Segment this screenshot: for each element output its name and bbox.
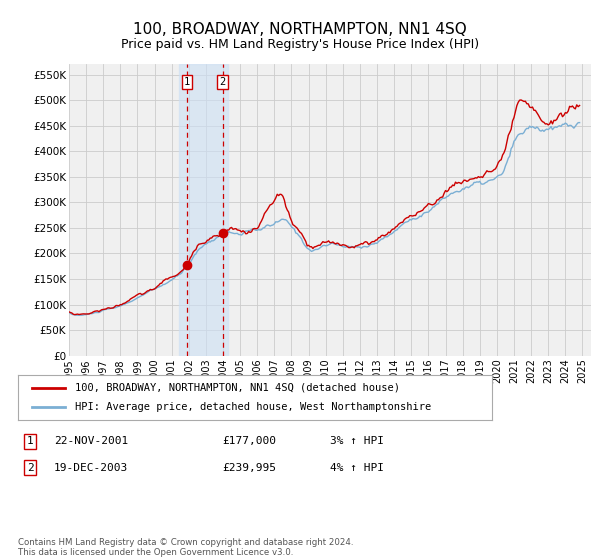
Text: 2: 2 — [26, 463, 34, 473]
Text: 22-NOV-2001: 22-NOV-2001 — [54, 436, 128, 446]
Text: HPI: Average price, detached house, West Northamptonshire: HPI: Average price, detached house, West… — [75, 403, 431, 413]
Text: 3% ↑ HPI: 3% ↑ HPI — [330, 436, 384, 446]
Text: 1: 1 — [184, 77, 190, 87]
Text: 4% ↑ HPI: 4% ↑ HPI — [330, 463, 384, 473]
Text: Price paid vs. HM Land Registry's House Price Index (HPI): Price paid vs. HM Land Registry's House … — [121, 38, 479, 50]
Text: £239,995: £239,995 — [222, 463, 276, 473]
Text: 100, BROADWAY, NORTHAMPTON, NN1 4SQ (detached house): 100, BROADWAY, NORTHAMPTON, NN1 4SQ (det… — [75, 382, 400, 393]
Bar — [179, 64, 227, 356]
Text: £177,000: £177,000 — [222, 436, 276, 446]
Text: 19-DEC-2003: 19-DEC-2003 — [54, 463, 128, 473]
Text: 100, BROADWAY, NORTHAMPTON, NN1 4SQ: 100, BROADWAY, NORTHAMPTON, NN1 4SQ — [133, 22, 467, 38]
Text: 1: 1 — [26, 436, 34, 446]
Text: Contains HM Land Registry data © Crown copyright and database right 2024.
This d: Contains HM Land Registry data © Crown c… — [18, 538, 353, 557]
Text: 2: 2 — [220, 77, 226, 87]
